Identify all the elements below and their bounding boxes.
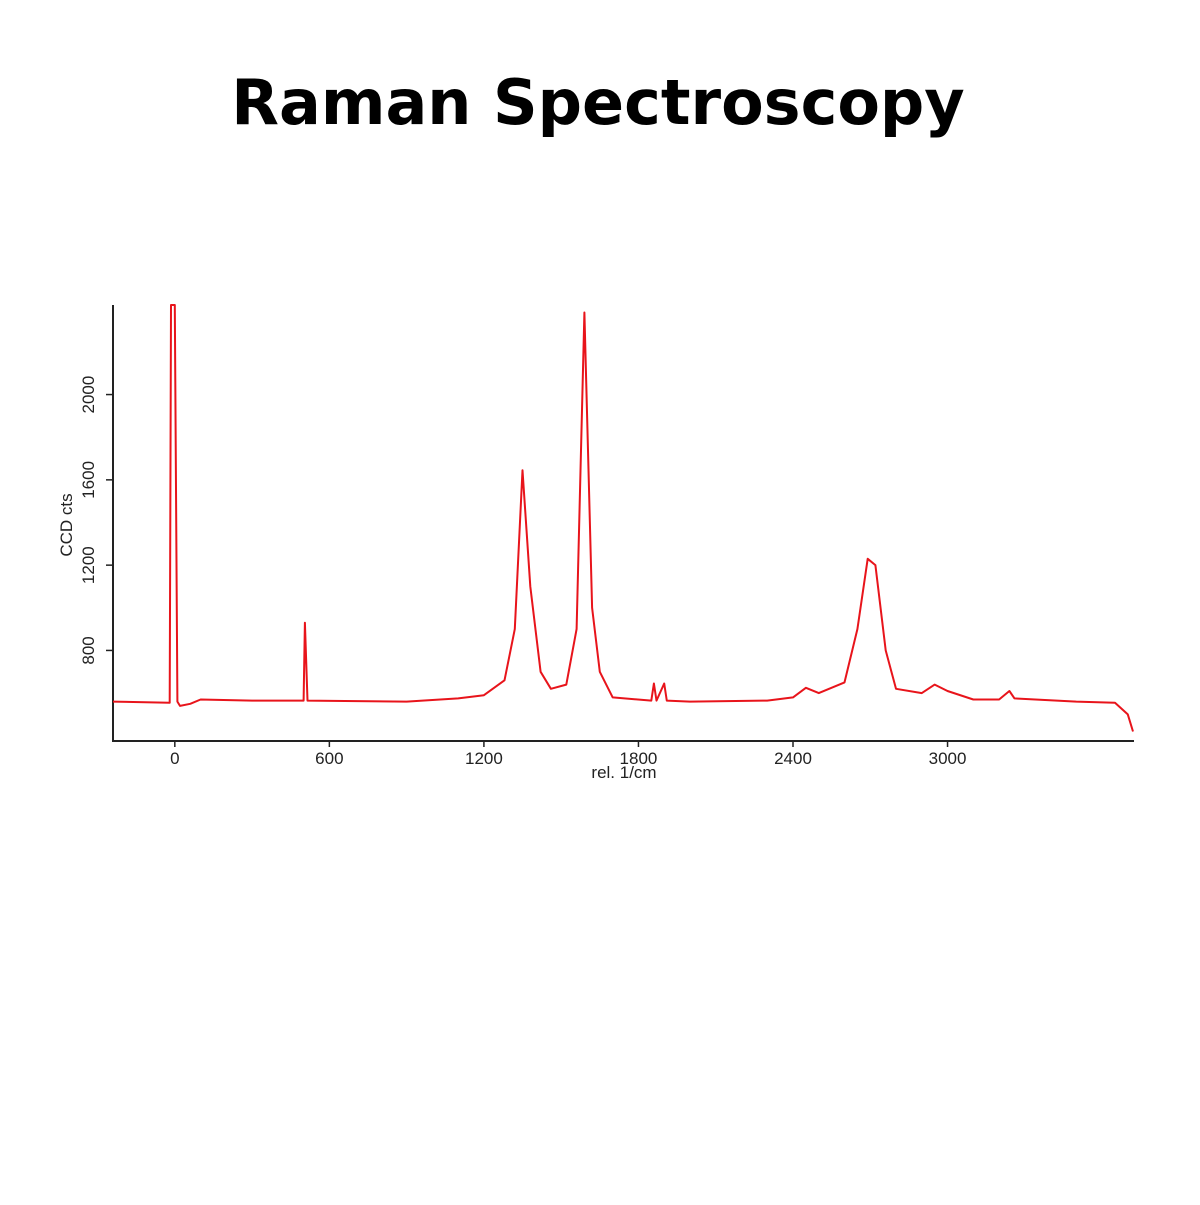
y-tick-label: 800 xyxy=(79,636,98,664)
x-tick-label: 600 xyxy=(315,749,343,768)
x-tick-label: 1200 xyxy=(465,749,503,768)
spectrum-line xyxy=(113,304,1134,732)
y-tick-label: 1200 xyxy=(79,546,98,584)
x-tick-label: 3000 xyxy=(929,749,967,768)
x-tick-label: 0 xyxy=(170,749,179,768)
x-axis-title: rel. 1/cm xyxy=(591,763,656,782)
x-tick-label: 2400 xyxy=(774,749,812,768)
y-tick-label: 2000 xyxy=(79,376,98,414)
y-axis-title: CCD cts xyxy=(57,493,76,556)
x-tick-label: 1800 xyxy=(620,749,658,768)
y-tick-label: 1600 xyxy=(79,461,98,499)
chart-title: Raman Spectroscopy xyxy=(231,66,964,139)
